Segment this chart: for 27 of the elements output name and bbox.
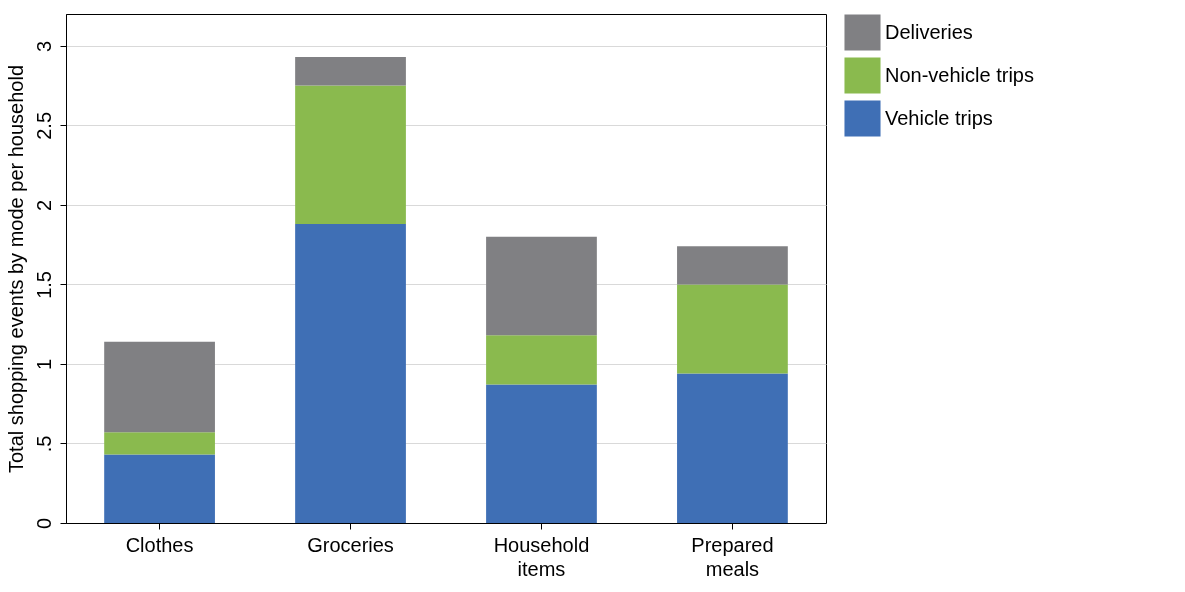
x-tick-label: Prepared meals bbox=[691, 533, 774, 580]
x-tick-label: Household items bbox=[493, 533, 590, 580]
bar bbox=[486, 236, 597, 336]
bar bbox=[677, 373, 788, 523]
bar bbox=[295, 85, 406, 224]
bar bbox=[104, 432, 215, 455]
bar bbox=[677, 246, 788, 285]
y-tick-label: 1.5 bbox=[32, 271, 55, 299]
bar bbox=[295, 56, 406, 86]
bar bbox=[295, 223, 406, 523]
x-tick-label: Groceries bbox=[307, 533, 394, 556]
y-tick-label: .5 bbox=[32, 435, 55, 453]
bar bbox=[104, 454, 215, 523]
y-tick-label: 2 bbox=[32, 199, 55, 211]
x-tick-label: Clothes bbox=[125, 533, 194, 556]
y-tick-label: 2.5 bbox=[32, 111, 55, 140]
bar bbox=[486, 384, 597, 523]
y-axis-title: Total shopping events by mode per household bbox=[4, 64, 27, 474]
bar bbox=[486, 335, 597, 385]
legend-label: Deliveries bbox=[885, 20, 973, 43]
y-tick-label: 1 bbox=[32, 358, 55, 370]
y-tick-label: 3 bbox=[32, 40, 55, 52]
y-tick-label: 0 bbox=[32, 517, 55, 530]
bar bbox=[104, 341, 215, 433]
bar bbox=[677, 284, 788, 374]
legend-label: Vehicle trips bbox=[885, 106, 993, 129]
legend-label: Non-vehicle trips bbox=[885, 63, 1034, 86]
